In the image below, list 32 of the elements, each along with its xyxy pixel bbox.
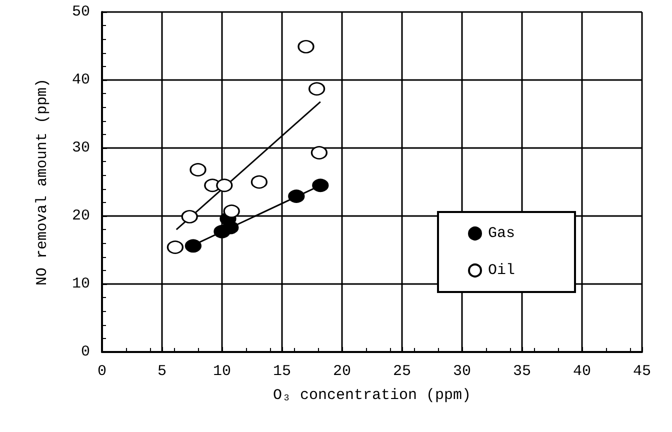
x-tick-label: 30 xyxy=(452,363,472,380)
y-tick-label: 40 xyxy=(72,72,90,88)
y-tick-label: 30 xyxy=(72,140,90,156)
x-tick-label: 35 xyxy=(512,363,532,380)
point xyxy=(216,178,233,192)
point xyxy=(308,82,326,96)
point xyxy=(288,190,305,204)
point xyxy=(181,210,198,224)
y-tick-label: 50 xyxy=(72,4,90,20)
y-tick-label: 0 xyxy=(80,344,90,360)
x-tick-label: 0 xyxy=(97,363,107,380)
x-tick-label: 5 xyxy=(157,363,167,380)
legend-label: Gas xyxy=(488,225,516,242)
point xyxy=(223,204,240,218)
point xyxy=(184,239,202,253)
point xyxy=(310,146,328,160)
x-axis-title: O₃ concentration (ppm) xyxy=(272,387,472,404)
x-tick-label: 25 xyxy=(392,363,412,380)
x-tick-label: 40 xyxy=(572,363,592,380)
y-axis-title: NO removal amount (ppm) xyxy=(34,78,51,286)
x-tick-label: 10 xyxy=(212,363,232,380)
y-tick-label: 10 xyxy=(72,276,90,292)
point xyxy=(190,163,206,177)
point xyxy=(312,178,329,192)
x-tick-label: 15 xyxy=(272,363,292,380)
x-tick-label: 45 xyxy=(632,363,652,380)
x-tick-label: 20 xyxy=(332,363,352,380)
y-tick-label: 20 xyxy=(72,208,90,224)
legend-label: Oil xyxy=(488,262,516,279)
point xyxy=(250,175,268,189)
point xyxy=(298,40,314,54)
point xyxy=(166,240,184,254)
